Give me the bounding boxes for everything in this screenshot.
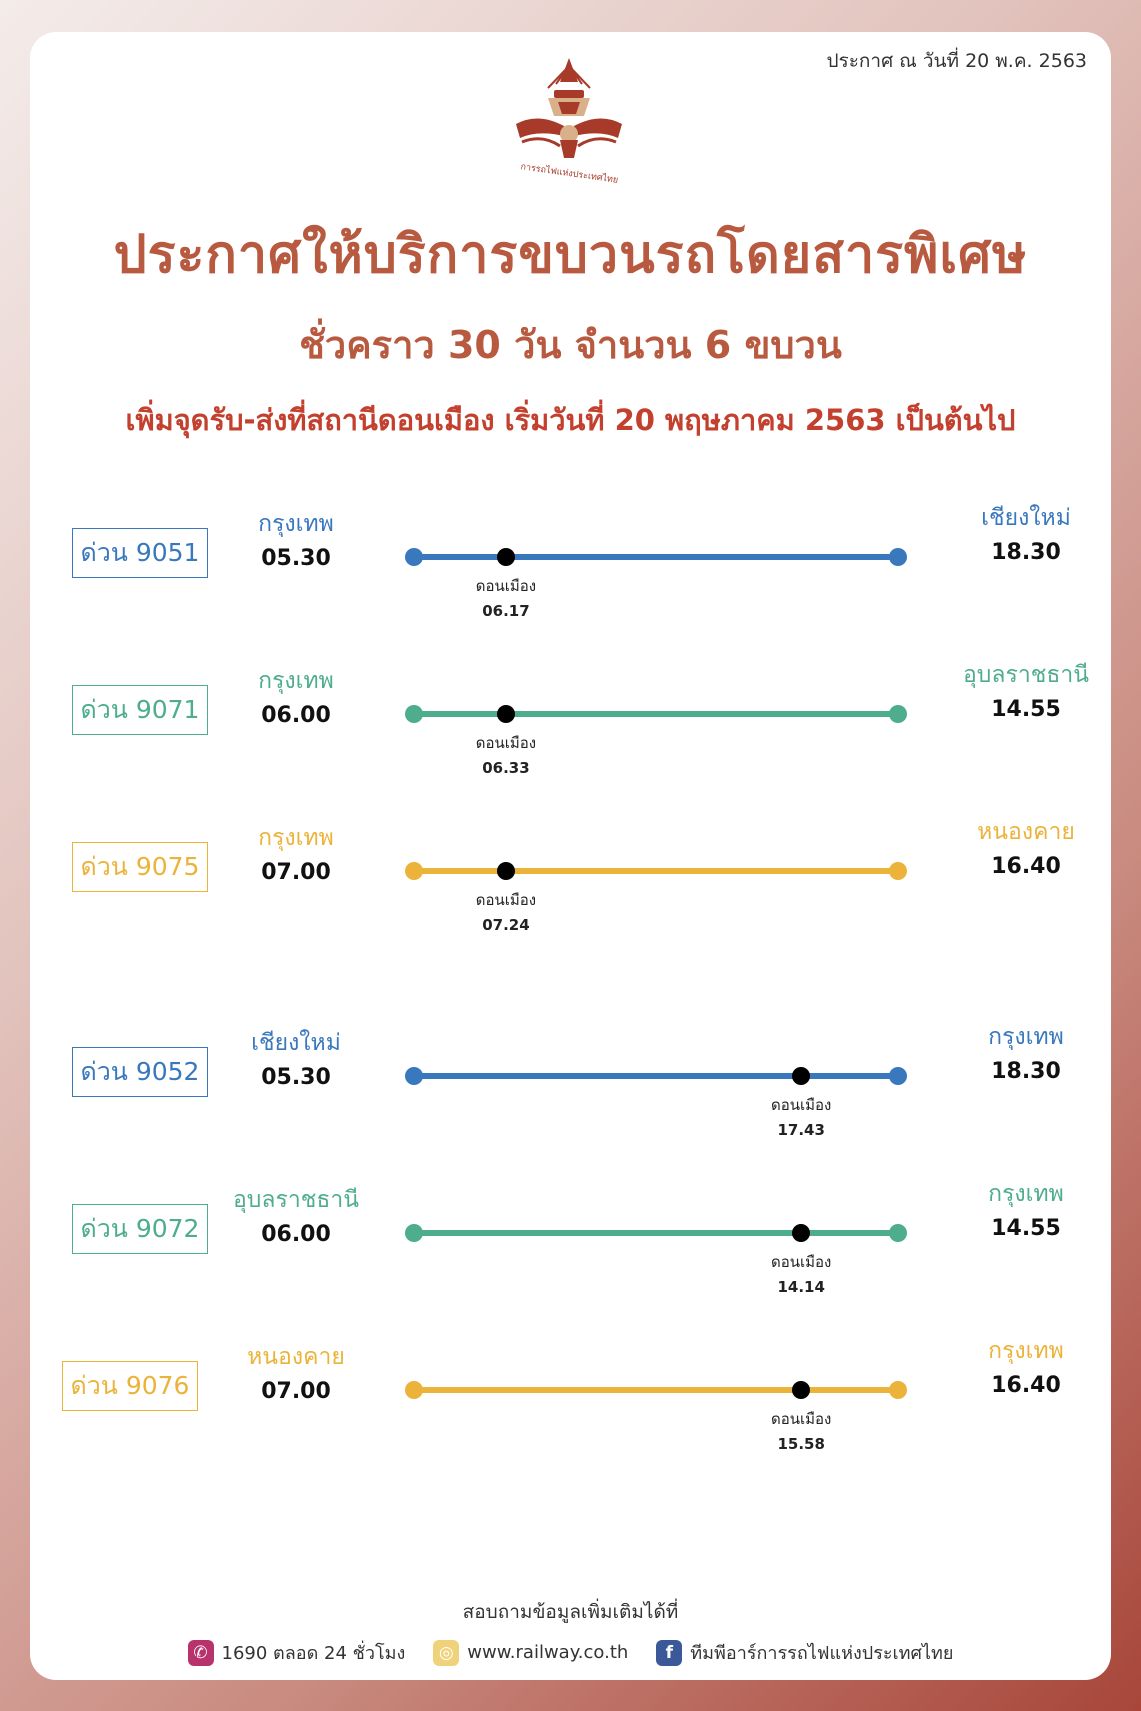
origin-dot — [405, 1224, 423, 1242]
destination-dot — [889, 548, 907, 566]
footer-question: สอบถามข้อมูลเพิ่มเติมได้ที่ — [462, 1601, 679, 1623]
train-row: ด่วน 9076 หนองคาย 07.00 ดอนเมือง 15.58 กรุงเท… — [30, 1335, 1111, 1453]
stop-time: 06.17 — [482, 602, 530, 620]
page-subtitle: ชั่วคราว 30 วัน จำนวน 6 ขบวน — [299, 323, 842, 367]
stop-station-label: ดอนเมือง — [475, 577, 537, 595]
train-number-badge: ด่วน 9052 — [72, 1047, 208, 1097]
destination-station: กรุงเทพ — [988, 1024, 1064, 1050]
train-row: ด่วน 9051 กรุงเทพ 05.30 ดอนเมือง 06.17 เชียงใ… — [30, 502, 1111, 620]
don-mueang-stop-dot — [792, 1224, 811, 1242]
train-number-badge: ด่วน 9051 — [72, 528, 208, 578]
arrive-time: 14.55 — [991, 697, 1061, 722]
destination-dot — [889, 705, 907, 723]
stop-station-label: ดอนเมือง — [475, 734, 537, 752]
route-line — [414, 554, 898, 560]
don-mueang-stop-dot — [792, 1381, 811, 1399]
facebook-icon: f — [656, 1639, 683, 1666]
don-mueang-stop-dot — [496, 862, 515, 880]
route-line — [414, 1073, 898, 1079]
depart-time: 05.30 — [261, 546, 331, 571]
stop-time: 14.14 — [777, 1278, 825, 1296]
page-note: เพิ่มจุดรับ-ส่งที่สถานีดอนเมือง เริ่มวัน… — [125, 403, 1016, 437]
stop-station-label: ดอนเมือง — [771, 1410, 832, 1428]
stop-time: 15.58 — [777, 1435, 825, 1453]
depart-time: 05.30 — [261, 1065, 331, 1090]
destination-dot — [889, 1067, 907, 1085]
route-line — [414, 1387, 898, 1393]
phone-icon: ✆ — [187, 1639, 214, 1666]
depart-time: 06.00 — [261, 703, 331, 728]
destination-dot — [889, 1381, 907, 1399]
train-number-badge: ด่วน 9076 — [62, 1361, 198, 1411]
train-row: ด่วน 9071 กรุงเทพ 06.00 ดอนเมือง 06.33 อุบลรา… — [30, 659, 1111, 777]
origin-dot — [405, 1381, 423, 1399]
depart-time: 07.00 — [261, 1379, 331, 1404]
logo-text: การรถไฟแห่งประเทศไทย — [520, 161, 619, 184]
destination-station: อุบลราชธานี — [962, 662, 1090, 688]
don-mueang-stop-dot — [496, 548, 515, 566]
destination-station: กรุงเทพ — [988, 1338, 1064, 1364]
origin-station: หนองคาย — [247, 1344, 345, 1370]
stop-time: 17.43 — [777, 1121, 825, 1139]
announcement-card: ประกาศ ณ วันที่ 20 พ.ค. 2563 การรถไฟแห่ง… — [30, 32, 1111, 1680]
arrive-time: 18.30 — [991, 540, 1061, 565]
stop-time: 07.24 — [482, 916, 530, 934]
train-number-badge: ด่วน 9075 — [72, 842, 208, 892]
train-row: ด่วน 9075 กรุงเทพ 07.00 ดอนเมือง 07.24 หนองคา… — [30, 816, 1111, 934]
train-number-badge: ด่วน 9071 — [72, 685, 208, 735]
destination-station: หนองคาย — [977, 819, 1075, 845]
route-line — [414, 1230, 898, 1236]
origin-dot — [405, 862, 423, 880]
destination-station: เชียงใหม่ — [981, 505, 1071, 531]
train-number-badge: ด่วน 9072 — [72, 1204, 208, 1254]
page-title: ประกาศให้บริการขบวนรถโดยสารพิเศษ — [113, 225, 1028, 285]
route-line — [414, 868, 898, 874]
origin-station: กรุงเทพ — [258, 511, 334, 537]
train-row: ด่วน 9072 อุบลราชธานี 06.00 ดอนเมือง 14.14 กร… — [30, 1178, 1111, 1296]
route-line — [414, 711, 898, 717]
origin-station: เชียงใหม่ — [251, 1030, 341, 1056]
arrive-time: 14.55 — [991, 1216, 1061, 1241]
footer-website[interactable]: www.railway.co.th — [467, 1642, 629, 1663]
depart-time: 06.00 — [261, 1222, 331, 1247]
origin-station: อุบลราชธานี — [232, 1187, 360, 1213]
stop-time: 06.33 — [482, 759, 530, 777]
arrive-time: 16.40 — [991, 854, 1061, 879]
origin-dot — [405, 705, 423, 723]
train-row: ด่วน 9052 เชียงใหม่ 05.30 ดอนเมือง 17.43 กรุง… — [30, 1021, 1111, 1139]
stop-station-label: ดอนเมือง — [771, 1253, 832, 1271]
footer-contacts: ✆ 1690 ตลอด 24 ชั่วโมง ◎ www.railway.co.… — [30, 1638, 1111, 1667]
stop-station-label: ดอนเมือง — [771, 1096, 832, 1114]
origin-dot — [405, 1067, 423, 1085]
stop-station-label: ดอนเมือง — [475, 891, 537, 909]
globe-icon: ◎ — [433, 1639, 460, 1666]
arrive-time: 18.30 — [991, 1059, 1061, 1084]
destination-dot — [889, 1224, 907, 1242]
origin-dot — [405, 548, 423, 566]
srt-logo: การรถไฟแห่งประเทศไทย — [516, 58, 622, 184]
footer-phone: 1690 ตลอด 24 ชั่วโมง — [221, 1643, 406, 1664]
don-mueang-stop-dot — [792, 1067, 811, 1085]
announce-date: ประกาศ ณ วันที่ 20 พ.ค. 2563 — [826, 50, 1087, 72]
depart-time: 07.00 — [261, 860, 331, 885]
arrive-time: 16.40 — [991, 1373, 1061, 1398]
footer-facebook[interactable]: ทีมพีอาร์การรถไฟแห่งประเทศไทย — [690, 1643, 954, 1664]
destination-station: กรุงเทพ — [988, 1181, 1064, 1207]
origin-station: กรุงเทพ — [258, 668, 334, 694]
origin-station: กรุงเทพ — [258, 825, 334, 851]
don-mueang-stop-dot — [496, 705, 515, 723]
destination-dot — [889, 862, 907, 880]
